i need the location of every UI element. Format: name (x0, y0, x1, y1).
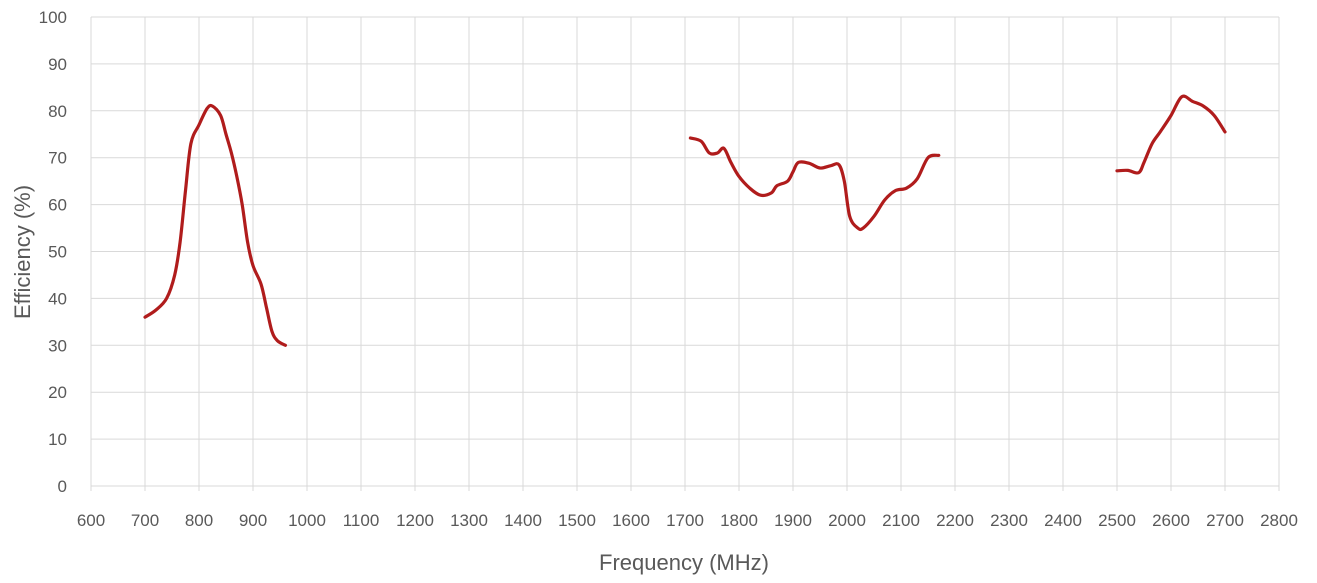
x-tick-label: 1900 (774, 511, 812, 530)
x-tick-label: 2500 (1098, 511, 1136, 530)
x-tick-label: 600 (77, 511, 105, 530)
x-tick-label: 1100 (343, 511, 380, 530)
x-tick-label: 900 (239, 511, 267, 530)
x-axis-title: Frequency (MHz) (599, 550, 769, 575)
x-tick-label: 1300 (450, 511, 488, 530)
efficiency-line-segment-1 (143, 103, 287, 347)
x-tick-label: 1000 (288, 511, 326, 530)
y-tick-label: 90 (48, 55, 67, 74)
y-tick-label: 10 (48, 430, 67, 449)
x-tick-label: 2800 (1260, 511, 1298, 530)
x-tick-label: 1600 (612, 511, 650, 530)
x-tick-label: 800 (185, 511, 213, 530)
y-tick-label: 30 (48, 336, 67, 355)
x-tick-label: 2000 (828, 511, 866, 530)
x-tick-label: 1700 (666, 511, 704, 530)
x-tick-label: 1500 (558, 511, 596, 530)
efficiency-line-segment-2 (688, 136, 941, 232)
y-tick-label: 80 (48, 102, 67, 121)
gridlines (90, 16, 1280, 487)
x-tick-label: 2100 (882, 511, 920, 530)
y-tick-label: 0 (58, 477, 67, 496)
y-tick-label: 20 (48, 383, 67, 402)
x-tick-label: 2700 (1206, 511, 1244, 530)
axes (90, 486, 1280, 491)
x-tick-label: 2600 (1152, 511, 1190, 530)
x-tick-label: 700 (131, 511, 159, 530)
y-tick-label: 70 (48, 149, 67, 168)
x-tick-label: 1400 (504, 511, 542, 530)
y-tick-label: 60 (48, 196, 67, 215)
x-tick-label: 1800 (720, 511, 758, 530)
x-tick-label: 1200 (396, 511, 434, 530)
tick-labels: 0 10 20 30 40 50 60 70 80 90 100 600 700 800 900 1000 11… (39, 8, 1298, 530)
y-axis-title: Efficiency (%) (10, 185, 35, 319)
y-tick-label: 40 (48, 289, 67, 308)
y-tick-label: 50 (48, 243, 67, 262)
y-tick-label: 100 (39, 8, 67, 27)
x-tick-label: 2300 (990, 511, 1028, 530)
x-tick-label: 2400 (1044, 511, 1082, 530)
series-layer (143, 94, 1227, 347)
efficiency-line-segment-3 (1115, 94, 1227, 175)
x-tick-label: 2200 (936, 511, 974, 530)
